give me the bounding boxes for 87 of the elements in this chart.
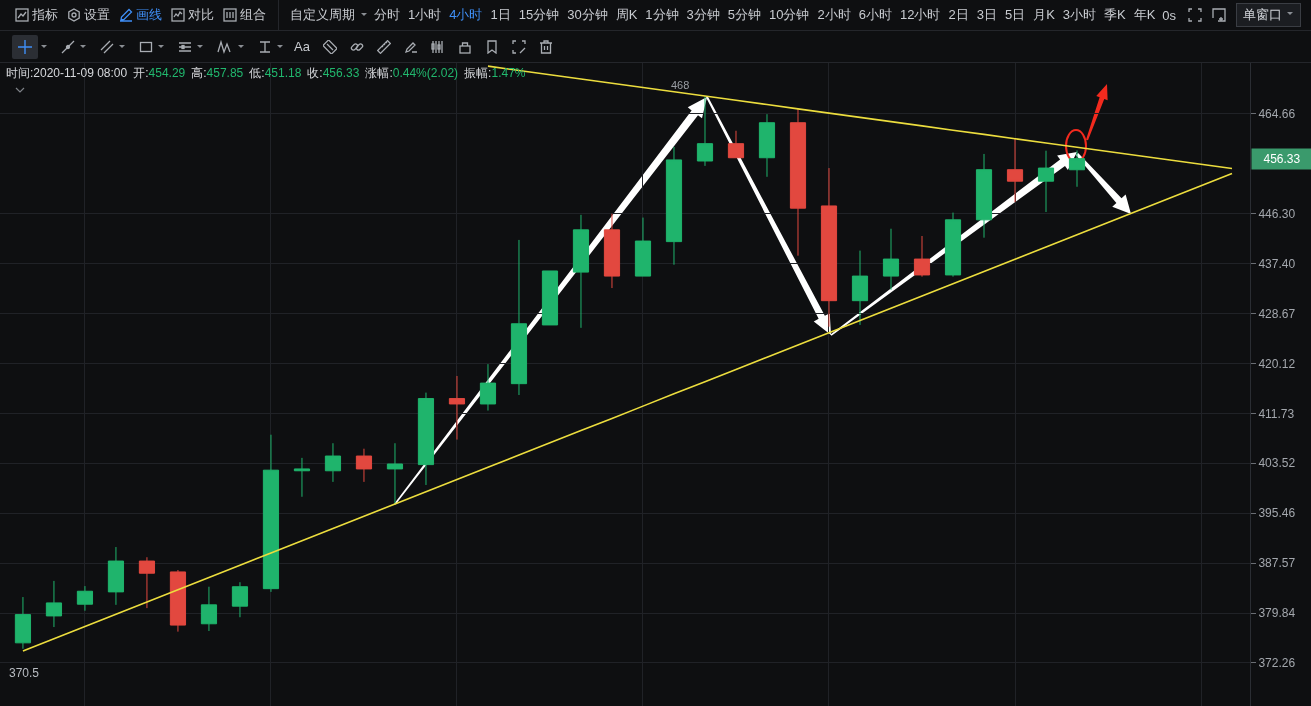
text: 5日 [1004, 6, 1026, 24]
candlestick [882, 228, 900, 291]
y-tick-label: 379.84 [1258, 606, 1296, 621]
candlestick [1037, 150, 1055, 213]
text: 分时 [374, 6, 400, 24]
y-tick-label: 420.12 [1258, 356, 1296, 371]
text: Aa [294, 39, 310, 54]
text: 周K [615, 6, 638, 24]
text: 6小时 [858, 6, 892, 24]
text: 对比 [188, 6, 214, 24]
candlestick [479, 363, 497, 412]
candlestick [231, 581, 249, 618]
y-tick-label: 411.73 [1258, 406, 1295, 421]
y-tick-label: 428.67 [1258, 306, 1296, 321]
annotation: 低:451.18 [249, 66, 302, 80]
candlestick [975, 153, 993, 239]
text: 2小时 [817, 6, 851, 24]
candlestick [45, 580, 63, 628]
candlestick [789, 108, 807, 257]
candlestick [820, 167, 838, 328]
candlestick [851, 250, 869, 326]
candlestick [541, 270, 559, 326]
text: 设置 [84, 6, 110, 24]
annotation: 振幅:1.47% [464, 66, 526, 80]
candlestick [76, 585, 94, 612]
candlestick [572, 214, 590, 329]
text: 5分钟 [727, 6, 762, 24]
text: 季K [1104, 6, 1126, 24]
candlestick [417, 392, 435, 486]
candlestick [634, 217, 652, 277]
text: 指标 [32, 6, 58, 24]
y-tick-label: 446.30 [1258, 206, 1296, 221]
candlestick [665, 146, 683, 266]
text: 年K [1133, 6, 1156, 24]
candlestick [386, 442, 404, 505]
candlestick [758, 113, 776, 178]
text: 456.33 [1263, 152, 1301, 166]
candlestick [138, 556, 156, 609]
candlestick [696, 95, 714, 167]
text: 画线 [136, 6, 162, 24]
text: 3分钟 [686, 6, 720, 24]
y-tick-label: 372.26 [1258, 656, 1296, 671]
candlestick [169, 569, 187, 633]
text: 1分钟 [645, 6, 679, 24]
annotation: 高:457.85 [191, 66, 244, 80]
text: 0s [1162, 7, 1176, 23]
text: 3日 [976, 6, 997, 24]
text: 3小时 [1062, 6, 1097, 24]
text: 单窗口 [1236, 3, 1301, 27]
annotation: 收:456.33 [307, 66, 360, 80]
annotation: 开:454.29 [133, 66, 186, 80]
candlestick [293, 457, 311, 498]
text: 月K [1033, 6, 1055, 24]
text: 自定义周期 [290, 6, 355, 24]
line-series [487, 65, 1233, 170]
candlestick [727, 130, 745, 159]
candlestick [107, 546, 125, 606]
candlestick [944, 212, 962, 278]
text: 组合 [240, 6, 266, 24]
text: 4小时 [449, 6, 483, 24]
candlestick [913, 235, 931, 278]
text: 1日 [490, 6, 511, 24]
candlestick [510, 239, 528, 396]
text: 2日 [948, 6, 969, 24]
candlestick [262, 434, 280, 593]
annotation: 时间:2020-11-09 08:00 [6, 66, 128, 80]
candlestick [448, 375, 466, 441]
y-tick-label: 387.57 [1258, 556, 1296, 571]
candlestick [324, 442, 342, 483]
text: 30分钟 [567, 6, 608, 24]
annotation: 涨幅:0.44%(2.02) [365, 66, 459, 80]
annotation: 370.5 [9, 666, 40, 680]
candlestick [200, 586, 218, 632]
line-series [22, 172, 1233, 652]
text: 10分钟 [769, 6, 810, 24]
text: 12小时 [899, 6, 941, 24]
candlestick [355, 448, 373, 483]
y-tick-label: 437.40 [1258, 256, 1296, 271]
annotation: 468 [671, 79, 690, 91]
candlestick [603, 213, 621, 289]
text: 1小时 [408, 6, 442, 24]
candlestick [14, 596, 32, 650]
text: 15分钟 [518, 6, 560, 24]
candlestick [1006, 138, 1024, 203]
y-tick-label: 395.46 [1258, 506, 1296, 521]
y-tick-label: 403.52 [1258, 456, 1296, 471]
y-tick-label: 464.66 [1258, 107, 1296, 122]
